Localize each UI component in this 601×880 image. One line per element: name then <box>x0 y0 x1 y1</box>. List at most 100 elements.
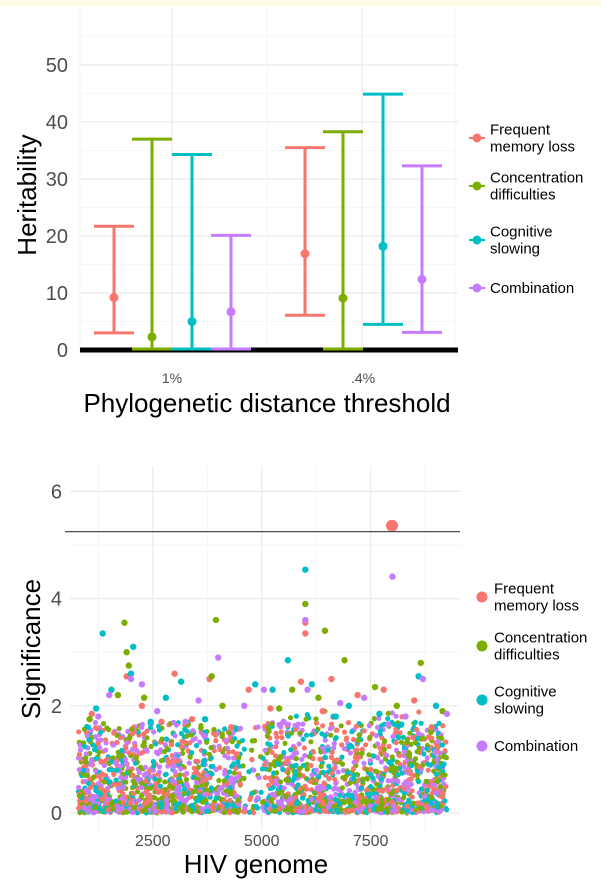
scatter-point <box>403 779 409 785</box>
scatter-point <box>255 795 261 801</box>
scatter-point <box>331 765 337 772</box>
scatter-point <box>233 765 239 772</box>
scatter-point <box>140 694 148 701</box>
scatter-point <box>332 776 338 782</box>
scatter-point <box>92 719 98 726</box>
scatter-point <box>124 809 130 815</box>
scatter-point <box>395 796 401 802</box>
scatter-point <box>275 761 281 767</box>
scatter-point <box>181 786 187 792</box>
scatter-point <box>93 784 99 791</box>
scatter-point <box>400 734 406 740</box>
scatter-point <box>351 772 357 778</box>
scatter-point <box>368 791 374 797</box>
scatter-point <box>409 794 415 800</box>
scatter-point <box>153 808 159 814</box>
scatter-point <box>235 774 241 780</box>
scatter-point <box>194 770 200 776</box>
scatter-point <box>224 745 231 751</box>
scatter-point <box>350 766 357 772</box>
scatter-point <box>207 751 213 758</box>
scatter-point <box>225 802 231 808</box>
scatter-point <box>115 785 121 791</box>
scatter-point <box>334 757 340 763</box>
y-tick-label: 30 <box>46 169 68 191</box>
scatter-point <box>249 747 255 753</box>
scatter-point <box>255 724 261 730</box>
scatter-point <box>88 761 94 767</box>
scatter-point <box>393 727 399 733</box>
scatter-point <box>390 803 396 809</box>
scatter-point <box>208 785 214 791</box>
scatter-point <box>434 804 440 810</box>
y-tick-label: 2 <box>51 696 62 718</box>
scatter-point <box>133 755 139 761</box>
scatter-point <box>396 805 402 811</box>
scatter-point <box>156 769 162 775</box>
scatter-series-concentration-difficulties <box>86 600 446 728</box>
scatter-point <box>306 754 312 760</box>
scatter-point <box>108 686 115 693</box>
legend-label: Cognitive <box>494 684 557 701</box>
scatter-point <box>188 732 194 738</box>
scatter-point <box>241 805 248 811</box>
scatter-point <box>103 747 109 753</box>
scatter-point <box>208 763 214 770</box>
scatter-point <box>178 730 184 737</box>
scatter-point <box>157 783 163 790</box>
scatter-point <box>428 800 434 807</box>
scatter-point <box>328 754 335 761</box>
scatter-point <box>182 726 188 733</box>
scatter-point <box>300 721 306 727</box>
scatter-point <box>395 772 401 778</box>
legend-label: Combination <box>494 738 578 755</box>
scatter-point <box>209 771 215 777</box>
legend-label: Combination <box>490 280 574 297</box>
scatter-point <box>441 781 447 787</box>
scatter-point <box>184 770 190 777</box>
scatter-point <box>169 810 175 816</box>
scatter-point <box>325 804 331 810</box>
scatter-point <box>106 691 113 699</box>
scatter-point <box>444 807 450 813</box>
scatter-point <box>99 630 106 637</box>
scatter-point <box>395 734 401 740</box>
scatter-point <box>120 784 126 791</box>
scatter-point <box>245 686 252 693</box>
scatter-point <box>122 756 128 762</box>
scatter-point <box>129 746 135 753</box>
scatter-series-cognitive-slowing <box>92 566 440 728</box>
scatter-point <box>402 713 409 720</box>
scatter-point <box>152 776 158 782</box>
scatter-point <box>389 573 396 580</box>
scatter-point <box>231 770 237 776</box>
scatter-point <box>130 809 136 816</box>
scatter-point <box>359 746 365 753</box>
scatter-point <box>329 721 335 727</box>
scatter-point <box>201 716 209 723</box>
scatter-point <box>422 793 428 799</box>
scatter-point <box>345 770 351 776</box>
scatter-point <box>127 769 133 775</box>
scatter-point <box>364 767 370 773</box>
y-axis-title: Significance <box>16 579 46 719</box>
scatter-point <box>315 694 322 701</box>
scatter-point <box>319 731 325 737</box>
scatter-point <box>127 670 135 677</box>
scatter-point <box>218 796 224 802</box>
scatter-point <box>242 809 248 815</box>
scatter-point <box>329 770 335 776</box>
scatter-point <box>296 741 302 747</box>
scatter-point <box>101 779 108 785</box>
scatter-point <box>246 769 252 775</box>
scatter-point <box>115 804 121 811</box>
scatter-point <box>375 724 381 731</box>
scatter-point <box>384 721 392 728</box>
scatter-point <box>439 794 445 800</box>
scatter-point <box>184 733 190 739</box>
errorbar-concentration-difficulties <box>323 130 363 351</box>
scatter-point <box>101 762 107 769</box>
scatter-point <box>163 805 170 811</box>
scatter-point <box>409 788 415 794</box>
scatter-point <box>292 807 298 814</box>
